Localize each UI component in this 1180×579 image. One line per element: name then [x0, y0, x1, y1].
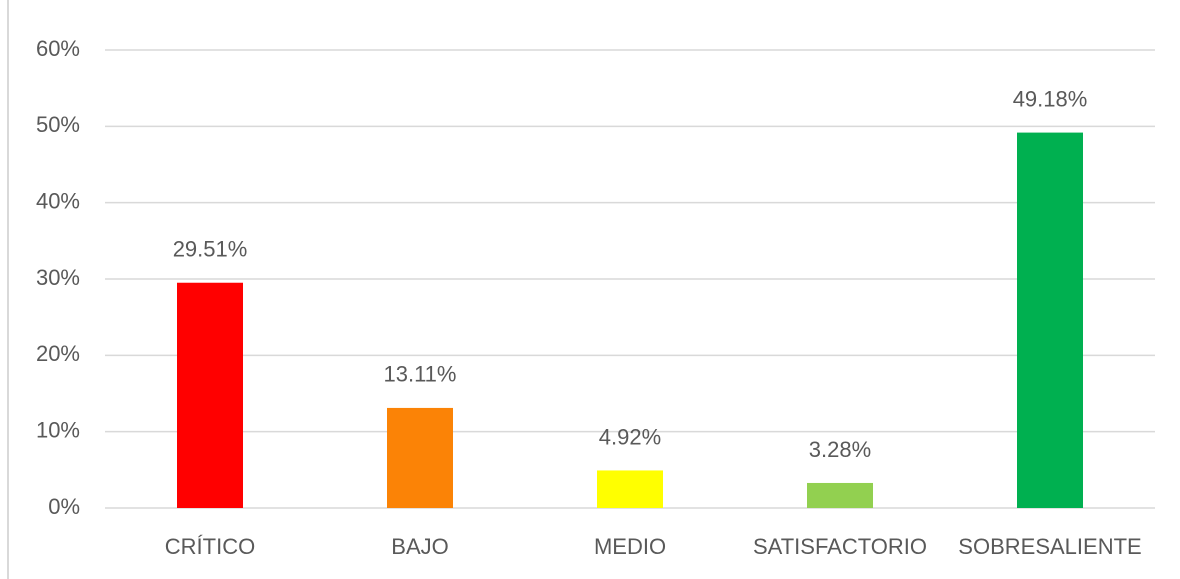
bar: [1017, 132, 1083, 509]
x-tick-label: BAJO: [391, 534, 448, 559]
bar: [807, 482, 873, 508]
data-label: 29.51%: [173, 237, 248, 262]
x-tick-label: SATISFACTORIO: [753, 534, 927, 559]
bar: [387, 407, 453, 508]
y-tick-label: 40%: [36, 188, 80, 213]
data-label: 49.18%: [1013, 86, 1088, 111]
x-tick-label: MEDIO: [594, 534, 666, 559]
x-tick-label: SOBRESALIENTE: [958, 534, 1141, 559]
bar: [177, 282, 243, 508]
y-tick-label: 0%: [48, 494, 80, 519]
bar: [597, 470, 663, 508]
y-tick-label: 60%: [36, 36, 80, 61]
data-label: 13.11%: [384, 362, 457, 387]
y-tick-label: 10%: [36, 417, 80, 442]
data-label: 3.28%: [809, 437, 871, 462]
y-tick-label: 20%: [36, 341, 80, 366]
data-label: 4.92%: [599, 424, 661, 449]
y-tick-label: 30%: [36, 265, 80, 290]
y-tick-label: 50%: [36, 112, 80, 137]
x-tick-label: CRÍTICO: [165, 534, 255, 559]
